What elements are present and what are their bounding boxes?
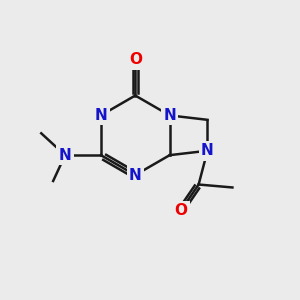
- Text: N: N: [129, 167, 142, 182]
- Text: N: N: [201, 143, 214, 158]
- Text: O: O: [129, 52, 142, 67]
- Text: O: O: [175, 203, 188, 218]
- Text: N: N: [94, 108, 107, 123]
- Text: N: N: [163, 108, 176, 123]
- Text: N: N: [59, 148, 71, 163]
